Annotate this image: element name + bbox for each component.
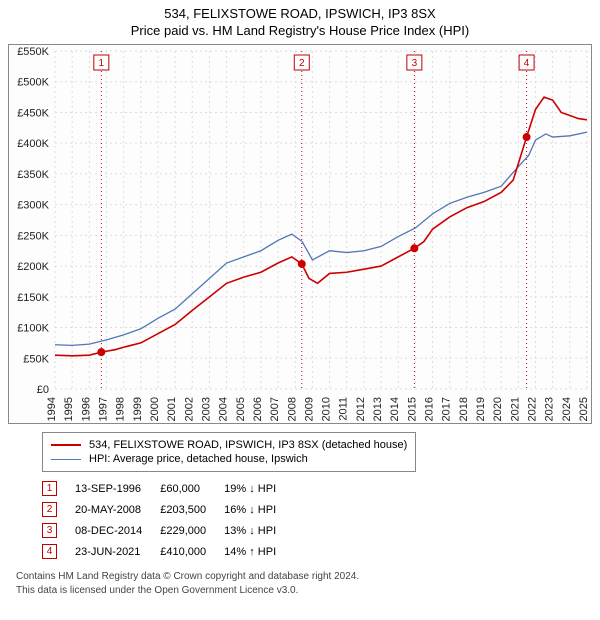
x-tick-label: 2009 (303, 397, 315, 421)
x-tick-label: 2023 (544, 397, 556, 421)
chart-svg: £0 £50K £100K £150K £200K £250K £300K £350K £400… (9, 45, 593, 425)
y-tick-label: £100K (17, 323, 49, 335)
x-tick-label: 1997 (97, 397, 109, 421)
event-row: 2 20-MAY-2008£203,50016% ↓ HPI (42, 499, 294, 520)
x-tick-label: 2012 (355, 397, 367, 421)
y-tick-label: £300K (17, 200, 49, 212)
legend-label: 534, FELIXSTOWE ROAD, IPSWICH, IP3 8SX (… (89, 439, 407, 451)
series-marker (97, 348, 105, 356)
event-price: £229,000 (160, 520, 224, 541)
legend-row: HPI: Average price, detached house, Ipsw… (51, 453, 407, 465)
event-delta: 13% ↓ HPI (224, 520, 294, 541)
footer-line-1: Contains HM Land Registry data © Crown c… (16, 570, 592, 584)
x-tick-label: 2010 (321, 397, 333, 421)
y-tick-label: £350K (17, 169, 49, 181)
event-date: 13-SEP-1996 (75, 478, 160, 499)
x-tick-label: 2013 (372, 397, 384, 421)
series-line (55, 97, 587, 356)
y-tick-label: £50K (23, 353, 49, 365)
event-row: 3 08-DEC-2014£229,00013% ↓ HPI (42, 520, 294, 541)
y-tick-label: £500K (17, 77, 49, 89)
y-tick-label: £250K (17, 230, 49, 242)
y-tick-label: £450K (17, 107, 49, 119)
event-marker: 4 (42, 544, 57, 559)
x-tick-label: 2021 (509, 397, 521, 421)
x-tick-label: 1995 (63, 397, 75, 421)
event-marker: 3 (42, 523, 57, 538)
title-address: 534, FELIXSTOWE ROAD, IPSWICH, IP3 8SX (8, 6, 592, 21)
title-subtitle: Price paid vs. HM Land Registry's House … (8, 23, 592, 38)
series-marker (410, 244, 418, 252)
x-tick-label: 1998 (115, 397, 127, 421)
legend-swatch (51, 444, 81, 446)
x-tick-label: 2020 (492, 397, 504, 421)
titles: 534, FELIXSTOWE ROAD, IPSWICH, IP3 8SX P… (8, 6, 592, 38)
event-date: 23-JUN-2021 (75, 541, 160, 562)
y-tick-label: £400K (17, 138, 49, 150)
x-tick-label: 2016 (424, 397, 436, 421)
events-table: 1 13-SEP-1996£60,00019% ↓ HPI 2 20-MAY-2008… (42, 478, 592, 562)
x-tick-label: 2025 (578, 397, 590, 421)
page-root: 534, FELIXSTOWE ROAD, IPSWICH, IP3 8SX P… (0, 0, 600, 605)
event-marker-number: 3 (412, 58, 418, 69)
event-price: £203,500 (160, 499, 224, 520)
x-tick-label: 2017 (441, 397, 453, 421)
x-tick-label: 2007 (269, 397, 281, 421)
series-marker (523, 133, 531, 141)
event-marker: 1 (42, 481, 57, 496)
event-price: £60,000 (160, 478, 224, 499)
event-marker-number: 1 (99, 58, 105, 69)
event-row: 1 13-SEP-1996£60,00019% ↓ HPI (42, 478, 294, 499)
event-marker-number: 4 (524, 58, 530, 69)
event-marker: 2 (42, 502, 57, 517)
y-tick-label: £200K (17, 261, 49, 273)
event-date: 20-MAY-2008 (75, 499, 160, 520)
event-delta: 14% ↑ HPI (224, 541, 294, 562)
y-tick-label: £0 (37, 384, 49, 396)
event-marker-number: 2 (299, 58, 305, 69)
series-marker (298, 260, 306, 268)
x-tick-label: 1999 (132, 397, 144, 421)
footer: Contains HM Land Registry data © Crown c… (16, 570, 592, 597)
x-tick-label: 2011 (338, 397, 350, 421)
y-tick-label: £150K (17, 292, 49, 304)
x-tick-label: 2008 (286, 397, 298, 421)
footer-line-2: This data is licensed under the Open Gov… (16, 584, 592, 598)
y-tick-label: £550K (17, 46, 49, 58)
x-tick-label: 2014 (389, 397, 401, 421)
x-tick-label: 2015 (406, 397, 418, 421)
event-delta: 19% ↓ HPI (224, 478, 294, 499)
event-price: £410,000 (160, 541, 224, 562)
x-tick-label: 2022 (527, 397, 539, 421)
x-tick-label: 2005 (235, 397, 247, 421)
x-tick-label: 2018 (458, 397, 470, 421)
legend-swatch (51, 459, 81, 460)
x-tick-label: 1994 (46, 397, 58, 421)
legend: 534, FELIXSTOWE ROAD, IPSWICH, IP3 8SX (… (42, 432, 416, 472)
x-tick-label: 2000 (149, 397, 161, 421)
x-tick-label: 2019 (475, 397, 487, 421)
x-tick-label: 2001 (166, 397, 178, 421)
x-tick-label: 2024 (561, 397, 573, 421)
event-row: 4 23-JUN-2021£410,00014% ↑ HPI (42, 541, 294, 562)
legend-row: 534, FELIXSTOWE ROAD, IPSWICH, IP3 8SX (… (51, 439, 407, 451)
x-tick-label: 1996 (80, 397, 92, 421)
x-tick-label: 2002 (183, 397, 195, 421)
x-tick-label: 2004 (218, 397, 230, 421)
x-tick-label: 2006 (252, 397, 264, 421)
series-line (55, 132, 587, 345)
event-delta: 16% ↓ HPI (224, 499, 294, 520)
legend-label: HPI: Average price, detached house, Ipsw… (89, 453, 308, 465)
chart: £0 £50K £100K £150K £200K £250K £300K £350K £400… (8, 44, 592, 424)
event-date: 08-DEC-2014 (75, 520, 160, 541)
x-tick-label: 2003 (200, 397, 212, 421)
